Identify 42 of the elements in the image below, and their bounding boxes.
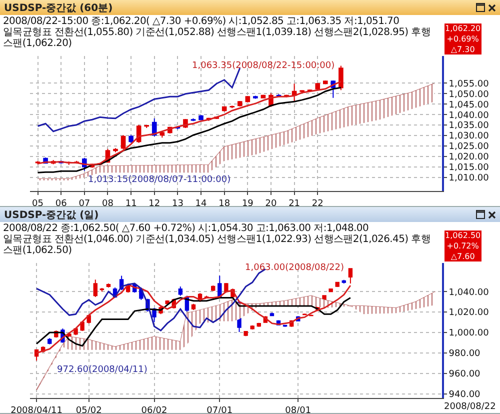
y-tick-label: 960.00 bbox=[448, 370, 481, 380]
x-tick-label: 06 bbox=[55, 198, 68, 209]
y-tick-label: 1,000.00 bbox=[448, 328, 490, 339]
x-tick-label: 20 bbox=[265, 198, 277, 209]
text: 2008/08/22-15:00 종:1,062.20( △7.30 +0.69%) 시:1,052.85 고:1,063.35 저:1,051.70 bbox=[3, 16, 400, 27]
chart-title: USDSP-중간값 (일) bbox=[4, 208, 99, 222]
annotation: 1,063.35(2008/08/22-15:00:00) bbox=[192, 61, 335, 71]
y-tick-label: 1,010.00 bbox=[448, 174, 490, 184]
x-tick-label: 18 bbox=[218, 198, 230, 209]
y-tick-label: 1,030.00 bbox=[448, 132, 490, 142]
text: 일목균형표 전환선(1,046.00) 기준선(1,034.05) 선행스팬1(1,022.93) 선행스팬2(1,026.45) 후행스팬(1,062.50) bbox=[3, 234, 432, 256]
x-tick-label: 13 bbox=[172, 198, 184, 209]
x-tick-label: 07 bbox=[78, 198, 90, 209]
x-tick-label: 12 bbox=[148, 198, 160, 209]
y-tick-label: 980.00 bbox=[448, 349, 481, 360]
text: 1,062.20 +0.69% △7.30 bbox=[445, 24, 481, 54]
chart-title: USDSP-중간값 (60분) bbox=[4, 2, 113, 14]
y-tick-label: 1,045.00 bbox=[448, 100, 490, 110]
y-tick-label: 1,040.00 bbox=[448, 288, 490, 298]
x-tick-label: 05 bbox=[32, 198, 44, 209]
x-tick-label: 19 bbox=[242, 198, 254, 209]
y-tick-label: 1,050.00 bbox=[448, 90, 490, 100]
y-tick-label: 1,015.00 bbox=[448, 163, 490, 174]
y-tick-label: 1,020.00 bbox=[448, 152, 490, 163]
y-tick-label: 940.00 bbox=[448, 390, 481, 400]
x-tick-label: 11 bbox=[125, 198, 137, 209]
x-tick-label: 22 bbox=[312, 198, 324, 209]
y-tick-label: 1,020.00 bbox=[448, 308, 490, 318]
x-tick-label: 21 bbox=[288, 198, 300, 209]
text: 2008/08/22 종:1,062.50( △7.60 +0.72%) 시:1,054.30 고:1,063.00 저:1,048.00 bbox=[3, 223, 370, 234]
y-tick-label: 1,040.00 bbox=[448, 110, 490, 121]
y-tick-label: 1,025.00 bbox=[448, 142, 490, 152]
y-tick-label: 1,035.00 bbox=[448, 121, 490, 132]
annotation: 1,063.00(2008/08/22) bbox=[245, 263, 344, 273]
text: 일목균형표 전환선(1,055.80) 기준선(1,052.88) 선행스팬1(1,039.18) 선행스팬2(1,028.95) 후행스팬(1,062.20) bbox=[3, 27, 432, 49]
annotation: 972.60(2008/04/11) bbox=[57, 365, 148, 375]
y-tick-label: 1,055.00 bbox=[448, 79, 490, 90]
annotation: 1,013.15(2008/08/07-11:00:00) bbox=[88, 175, 231, 185]
text: 2008/08/22 bbox=[444, 402, 496, 412]
text: 1,062.50 +0.72% △7.60 bbox=[445, 231, 481, 261]
x-tick-label: 14 bbox=[195, 198, 208, 209]
x-tick-label: 08 bbox=[102, 198, 114, 209]
